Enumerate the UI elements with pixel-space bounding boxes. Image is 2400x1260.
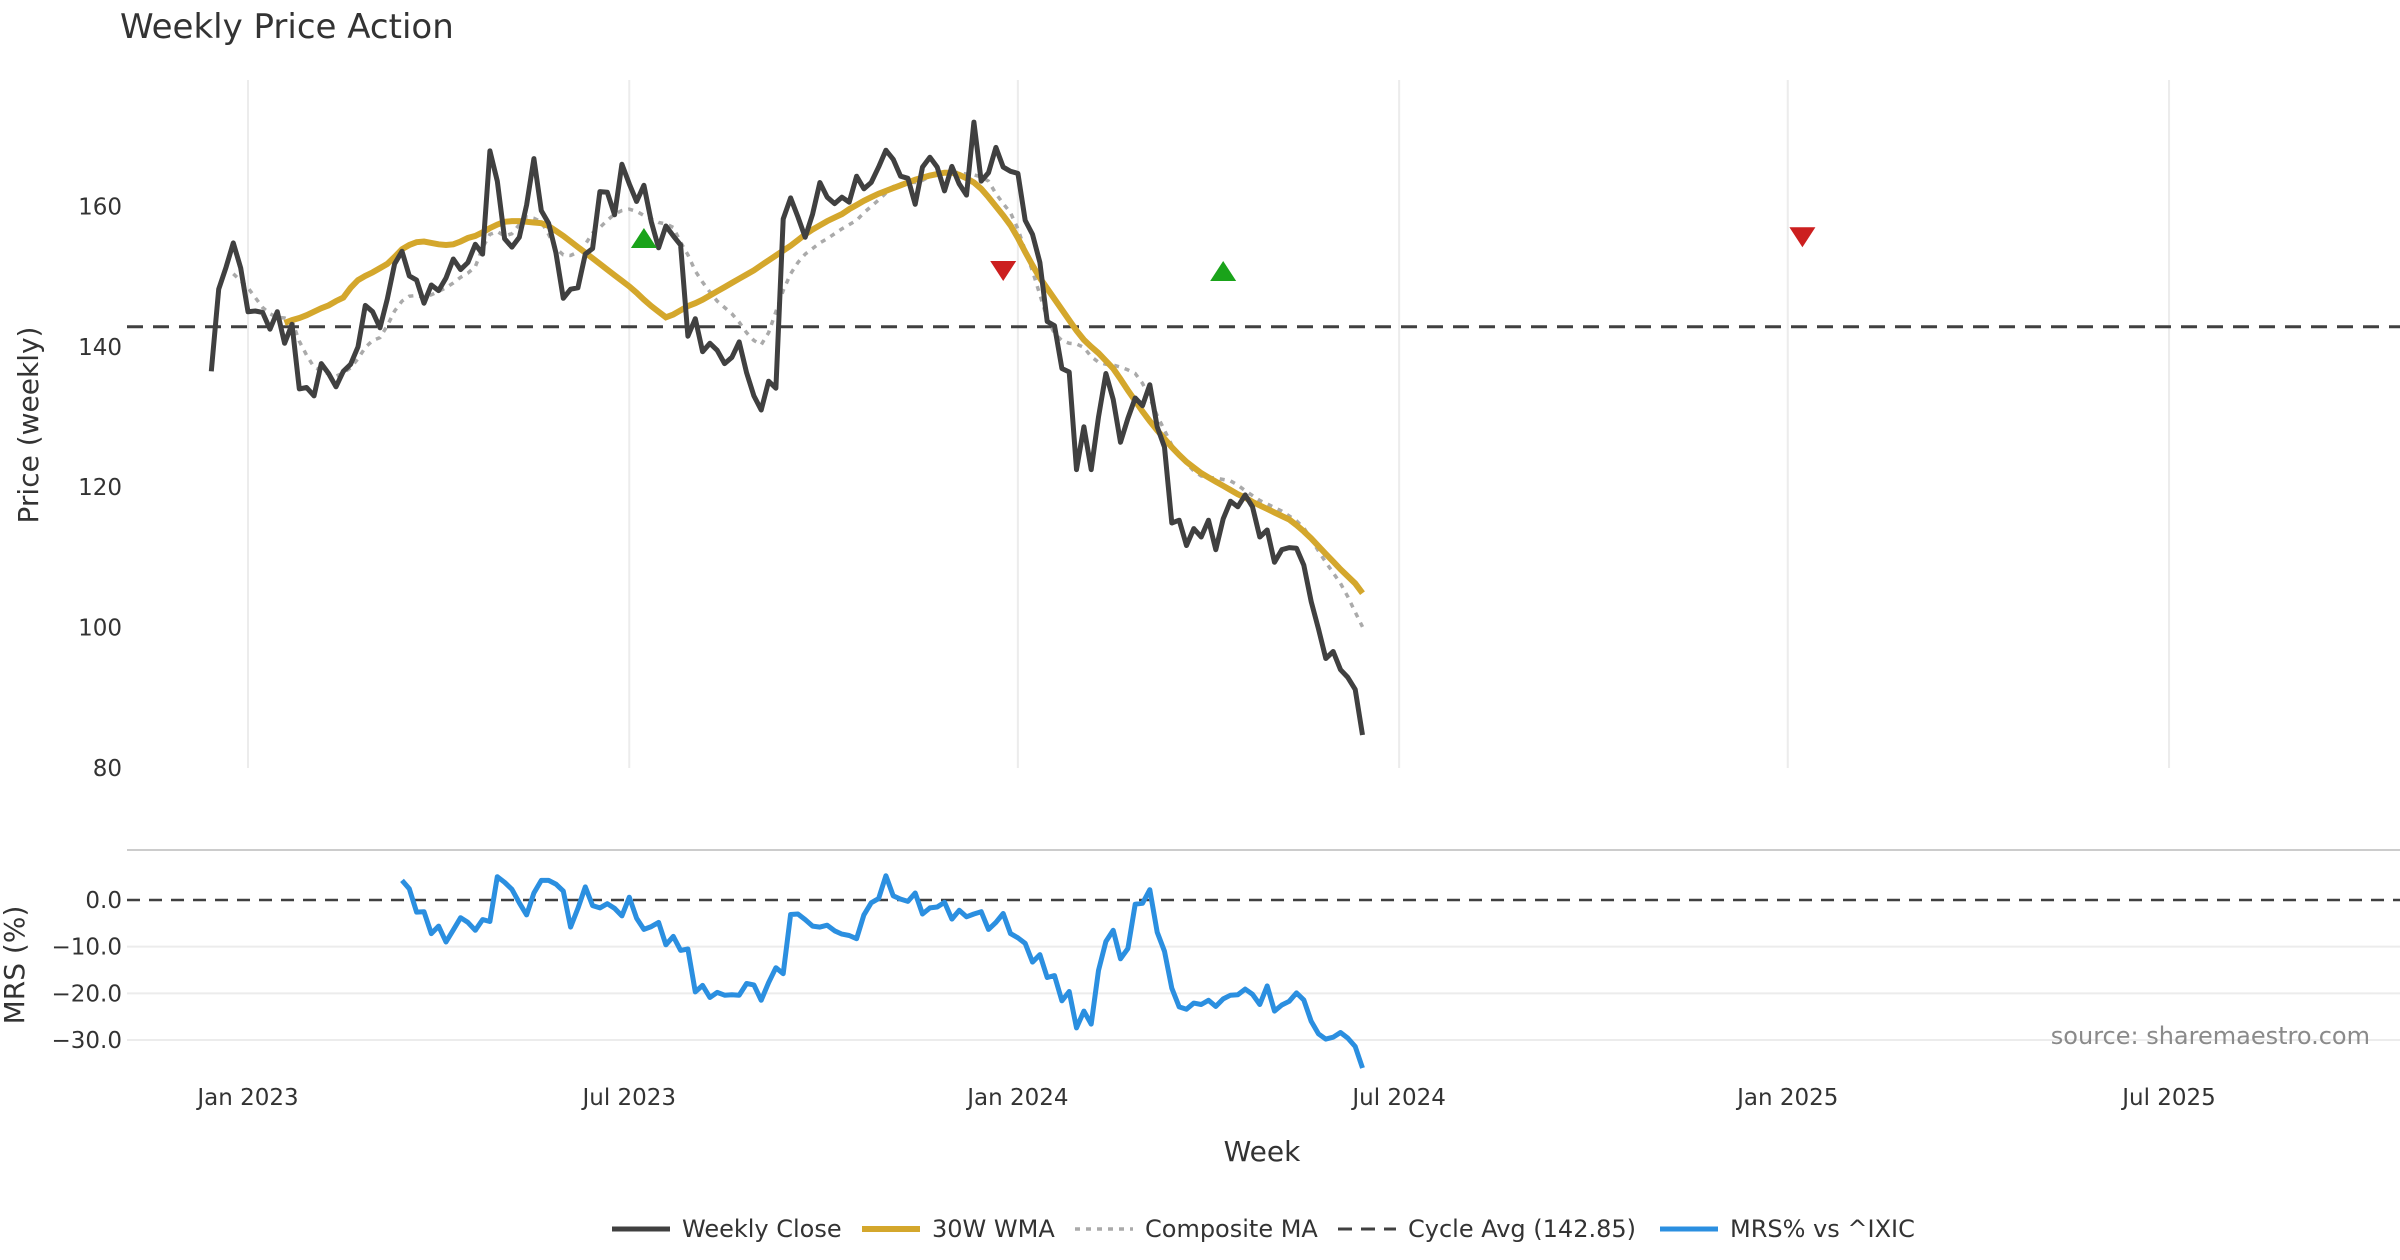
buy-signal-marker [1210,260,1237,281]
x-tick-label: Jul 2023 [580,1085,676,1111]
legend: Weekly Close 30W WMA Composite MA Cycle Avg… [612,1215,1915,1243]
price-y-ticks: 80 100 120 140 160 [78,194,122,782]
x-ticks: Jan 2023 Jul 2023 Jan 2024 Jul 2024 Jan 2025… [195,1085,2216,1111]
price-y-tick-label: 120 [78,475,122,501]
mrs-y-tick-label: 0.0 [85,888,122,914]
buy-signal-marker [630,227,657,248]
legend-label: MRS% vs ^IXIC [1730,1215,1915,1243]
source-label: source: sharemaestro.com [2051,1022,2370,1050]
x-tick-label: Jan 2024 [965,1085,1068,1111]
x-tick-label: Jul 2025 [2120,1085,2216,1111]
x-tick-label: Jan 2025 [1735,1085,1838,1111]
mrs-y-tick-label: −30.0 [52,1028,122,1054]
x-tick-label: Jul 2024 [1350,1085,1446,1111]
mrs-y-axis-label: MRS (%) [0,906,31,1025]
x-axis-label: Week [1224,1135,1301,1168]
price-y-tick-label: 160 [78,194,122,220]
price-y-tick-label: 100 [78,616,122,642]
legend-label: Composite MA [1145,1215,1318,1243]
wma-30-line [283,169,1365,595]
chart-title: Weekly Price Action [120,7,454,47]
legend-label: Cycle Avg (142.85) [1408,1215,1636,1243]
sell-signal-marker [990,260,1017,281]
weekly-close-line [208,119,1365,736]
legend-label: 30W WMA [932,1215,1055,1243]
price-grid [246,80,2171,768]
signal-markers [630,227,1816,281]
sell-signal-marker [1789,227,1816,248]
mrs-y-tick-label: −20.0 [52,981,122,1007]
legend-label: Weekly Close [682,1215,842,1243]
price-y-tick-label: 140 [78,335,122,361]
x-tick-label: Jan 2023 [195,1085,298,1111]
mrs-y-ticks: 0.0 −10.0 −20.0 −30.0 [52,888,122,1054]
price-y-axis-label: Price (weekly) [12,327,45,524]
price-y-tick-label: 80 [93,756,122,782]
mrs-line [400,873,1365,1069]
mrs-y-tick-label: −10.0 [52,935,122,961]
